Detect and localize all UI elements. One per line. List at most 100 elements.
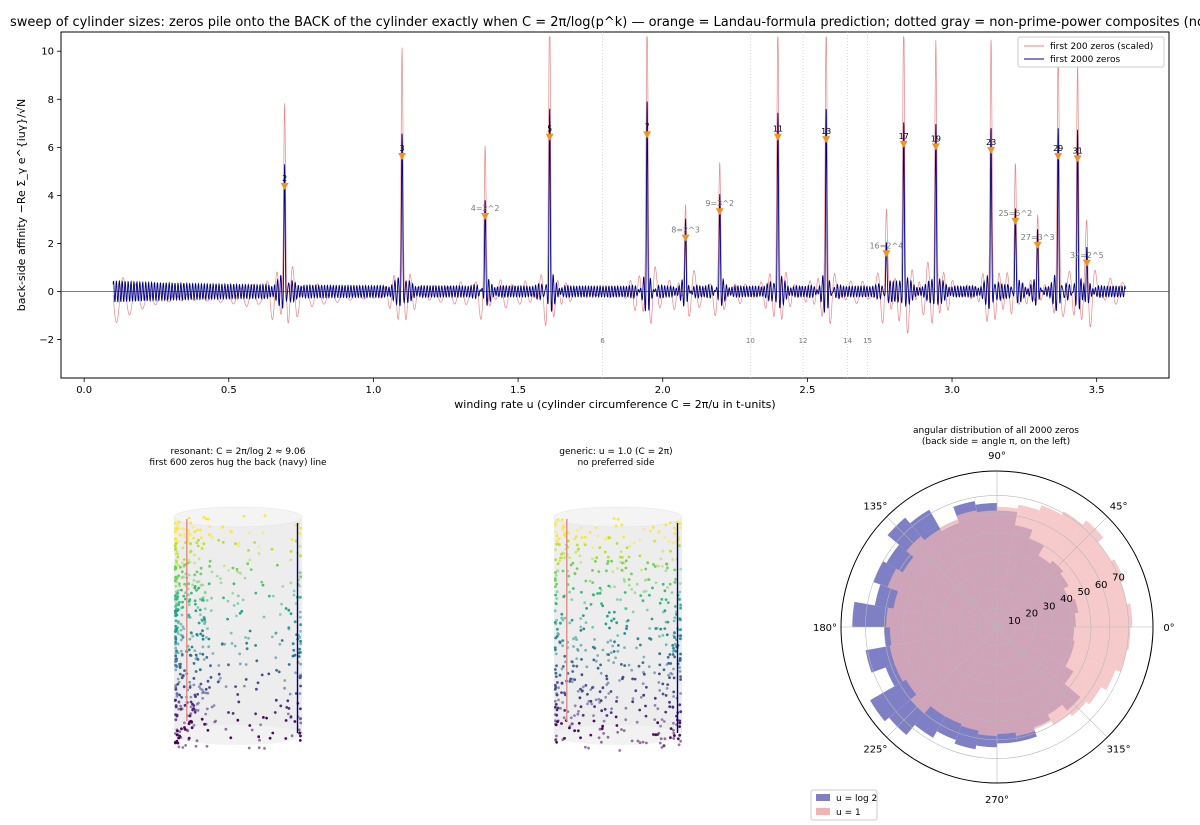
zero-point [174,668,178,672]
zero-point [559,706,562,710]
zero-point [210,596,214,600]
zero-point [641,599,645,603]
zero-point [275,668,278,672]
zero-point [591,557,594,561]
zero-point [591,569,594,572]
resonant-subtitle: first 600 zeros hug the back (navy) line [149,458,327,468]
zero-point [287,707,291,710]
zero-point [278,642,282,646]
zero-point [666,601,670,604]
zero-point [663,589,667,593]
polar-angle-labels: 0° 45° 90° 135° 180° 225° 270° 315° [813,451,1175,806]
zero-point [241,598,245,602]
zero-point [661,610,665,614]
zero-point [209,534,213,538]
zero-point [593,705,596,708]
zero-point [672,728,675,732]
zero-point [299,717,303,720]
zero-point [639,643,642,647]
zero-point [603,707,607,711]
zero-point [679,710,683,714]
zero-point [675,520,679,524]
zero-point [561,665,565,668]
zero-point [174,584,178,588]
zero-point [177,589,180,592]
zero-point [221,541,225,544]
zero-point [214,719,218,723]
zero-point [658,663,662,667]
zero-point [632,541,636,545]
zero-point [203,618,207,621]
zero-point [554,703,558,706]
zero-point [203,620,207,624]
zero-point [663,536,667,539]
zero-point [255,659,259,663]
polar-bar [997,504,1040,627]
zero-point [176,651,180,655]
zero-point [202,690,206,694]
zero-point [208,559,212,563]
zero-point [674,540,678,544]
zero-point [238,652,242,656]
zero-point [190,720,194,724]
zero-point [622,535,625,539]
zero-point [575,638,578,641]
zero-point [178,672,182,676]
zero-point [187,736,191,740]
zero-point [579,526,583,530]
zero-point [556,681,559,684]
zero-point [206,728,210,732]
zero-point [580,590,583,594]
zero-point [585,607,588,610]
zero-point [182,558,186,561]
zero-point [645,741,648,745]
zero-point [299,532,302,535]
polar-angle-label: 45° [1110,501,1128,512]
zero-point [231,591,235,595]
zero-point [183,669,186,672]
zero-point [672,695,675,698]
polar-radial-labels: 10 20 30 40 50 60 70 [1008,573,1125,627]
zero-point [560,667,564,671]
zero-point [193,710,197,714]
zero-point [679,628,682,631]
zero-point [174,698,177,702]
zero-point [679,526,683,529]
zero-point [558,673,562,677]
zero-point [612,650,616,653]
prediction-marker [715,208,724,216]
zero-point [175,597,179,601]
zero-point [194,670,198,673]
zero-point [635,582,639,586]
zero-point [576,729,580,733]
peak-label: 13 [821,127,831,136]
zero-point [577,710,580,713]
zero-point [624,566,628,570]
zero-point [607,611,611,614]
zero-point [242,515,246,518]
zero-point [678,666,681,669]
zero-point [672,526,676,530]
polar-legend-label-u1: u = 1 [836,808,861,818]
zero-point [177,563,180,567]
polar-angle-label: 225° [863,745,887,756]
peak-label: 5 [547,125,552,134]
zero-point [619,550,623,554]
sweep-legend: first 200 zeros (scaled) first 2000 zero… [1017,36,1165,68]
zero-point [191,525,195,529]
zero-point [554,622,558,626]
zero-point [203,607,207,611]
zero-point [188,680,192,684]
zero-point [227,568,231,572]
zero-point [614,656,617,660]
zero-point [616,517,620,521]
zero-point [274,698,278,702]
zero-point [191,583,195,587]
zero-point [180,588,183,592]
zero-point [297,728,301,732]
sweep-y-axis-label: back-side affinity −Re Σ_γ e^{iuγ}/√N [15,99,28,311]
zero-point [621,556,624,559]
zero-point [660,597,664,601]
zero-point [271,594,275,598]
zero-point [287,627,291,631]
